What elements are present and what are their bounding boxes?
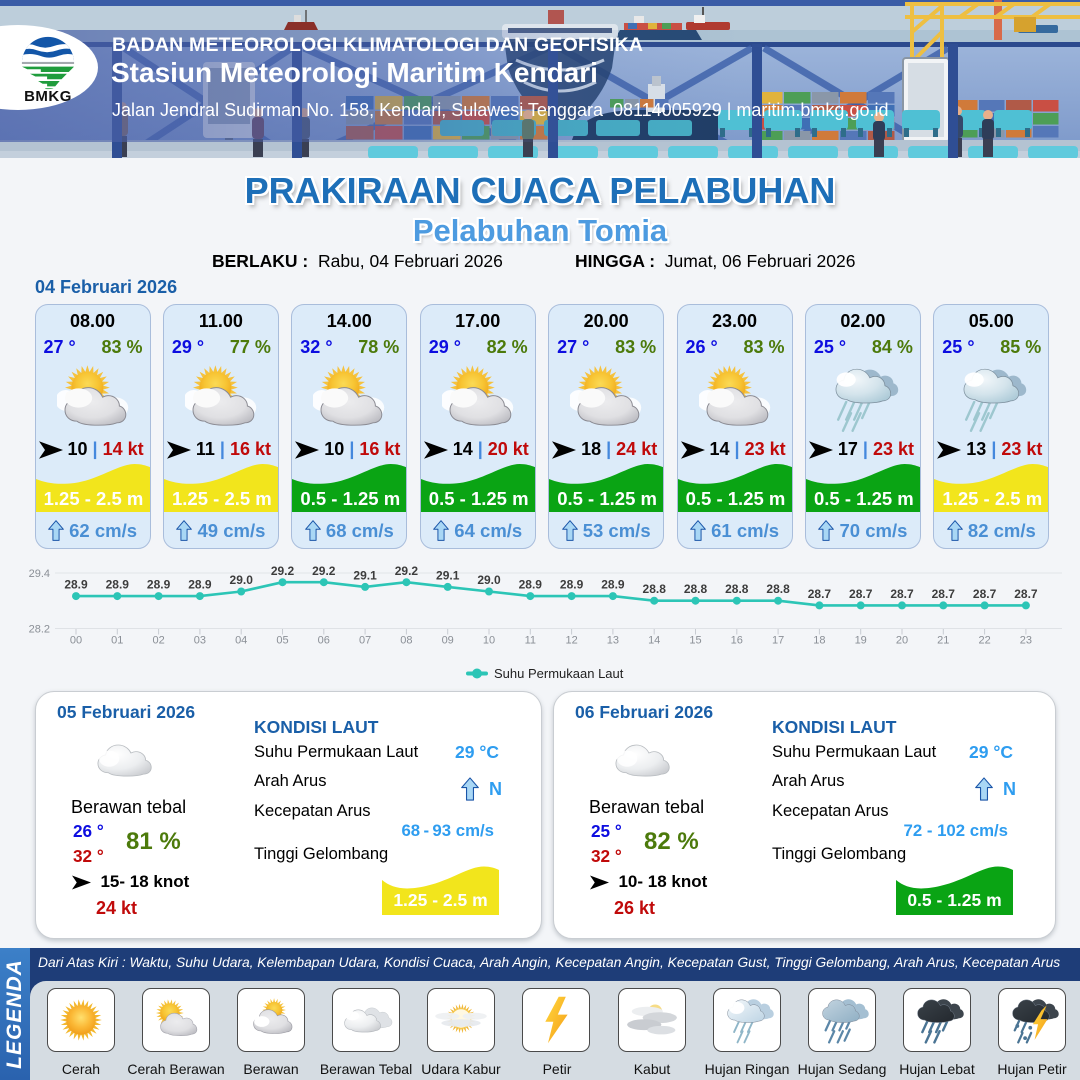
svg-text:17: 17 [772, 635, 784, 647]
svg-text:21: 21 [937, 635, 949, 647]
svg-text:11: 11 [525, 635, 536, 647]
svg-text:29.1: 29.1 [353, 568, 377, 582]
svg-text:28.9: 28.9 [147, 578, 171, 592]
svg-text:Suhu Permukaan Laut: Suhu Permukaan Laut [494, 666, 624, 681]
svg-text:29.0: 29.0 [230, 573, 254, 587]
svg-text:28.2: 28.2 [29, 624, 50, 636]
svg-text:28.8: 28.8 [766, 582, 790, 596]
svg-text:15: 15 [689, 635, 701, 647]
svg-text:28.9: 28.9 [188, 578, 212, 592]
svg-text:08: 08 [400, 635, 412, 647]
svg-text:18: 18 [813, 635, 825, 647]
svg-text:29.1: 29.1 [436, 568, 460, 582]
svg-text:06: 06 [318, 635, 330, 647]
svg-text:29.2: 29.2 [271, 564, 295, 578]
svg-text:29.4: 29.4 [29, 568, 50, 580]
svg-text:04: 04 [235, 635, 247, 647]
svg-text:19: 19 [855, 635, 867, 647]
svg-text:29.2: 29.2 [395, 564, 419, 578]
svg-text:28.9: 28.9 [106, 578, 130, 592]
svg-text:20: 20 [896, 635, 908, 647]
svg-text:28.7: 28.7 [973, 587, 997, 601]
svg-text:23: 23 [1020, 635, 1032, 647]
svg-text:07: 07 [359, 635, 371, 647]
svg-text:28.7: 28.7 [1014, 587, 1038, 601]
svg-text:16: 16 [731, 635, 743, 647]
svg-text:28.9: 28.9 [560, 578, 584, 592]
svg-text:13: 13 [607, 635, 619, 647]
svg-text:28.8: 28.8 [684, 582, 708, 596]
svg-text:02: 02 [152, 635, 164, 647]
svg-text:03: 03 [194, 635, 206, 647]
svg-text:28.8: 28.8 [643, 582, 667, 596]
svg-text:14: 14 [648, 635, 660, 647]
svg-text:28.9: 28.9 [64, 578, 88, 592]
svg-text:28.9: 28.9 [519, 578, 543, 592]
svg-text:22: 22 [978, 635, 990, 647]
svg-text:28.8: 28.8 [725, 582, 749, 596]
svg-text:29.0: 29.0 [477, 573, 501, 587]
svg-text:09: 09 [442, 635, 454, 647]
svg-text:28.9: 28.9 [601, 578, 625, 592]
svg-text:00: 00 [70, 635, 82, 647]
svg-text:29.2: 29.2 [312, 564, 336, 578]
svg-text:28.7: 28.7 [849, 587, 873, 601]
svg-text:10: 10 [483, 635, 495, 647]
svg-text:05: 05 [276, 635, 288, 647]
svg-text:28.7: 28.7 [808, 587, 832, 601]
svg-text:28.7: 28.7 [890, 587, 914, 601]
svg-text:12: 12 [565, 635, 577, 647]
svg-text:28.7: 28.7 [932, 587, 956, 601]
svg-text:01: 01 [111, 635, 123, 647]
